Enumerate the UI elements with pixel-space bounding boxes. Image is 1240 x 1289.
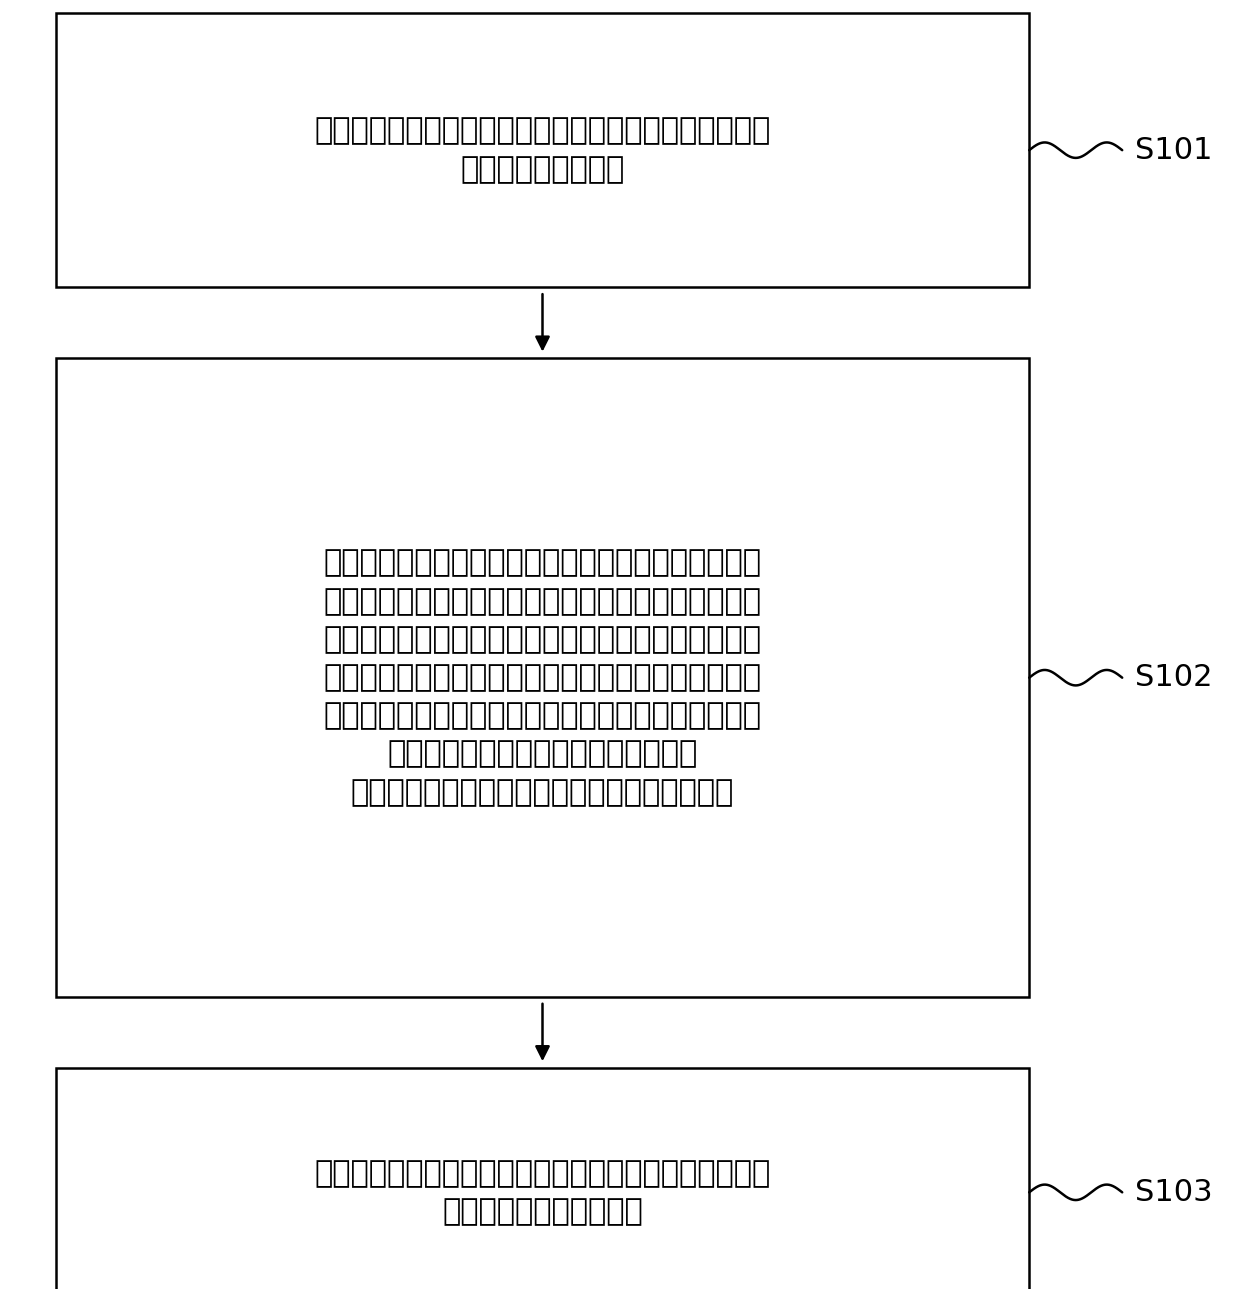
- Text: S102: S102: [1135, 664, 1213, 692]
- Text: 沉积頓化层，通过第三次光刻工艺，在所述漏极上方的所
述頓化层上形成导电过孔: 沉积頓化层，通过第三次光刻工艺，在所述漏极上方的所 述頓化层上形成导电过孔: [315, 1159, 770, 1226]
- Text: S103: S103: [1135, 1178, 1213, 1207]
- Bar: [56, 1069, 1029, 1289]
- Text: 在衬底基板上沉积栅金属层，通过第一次光刻工艺，使所
述栅金属层形成栅极: 在衬底基板上沉积栅金属层，通过第一次光刻工艺，使所 述栅金属层形成栅极: [315, 116, 770, 184]
- Bar: [56, 13, 1029, 287]
- Bar: [56, 358, 1029, 998]
- Text: 依次沉积栅极络缘层、第一半导体层、第二半导体层、
第一阻挡层、第二阻挡层和源漏金属层，通过第二次光
刻工艺，使所述第一半导体层和所述第二半导体层形成
有源岛，同: 依次沉积栅极络缘层、第一半导体层、第二半导体层、 第一阻挡层、第二阻挡层和源漏金…: [324, 549, 761, 807]
- Text: S101: S101: [1135, 135, 1213, 165]
